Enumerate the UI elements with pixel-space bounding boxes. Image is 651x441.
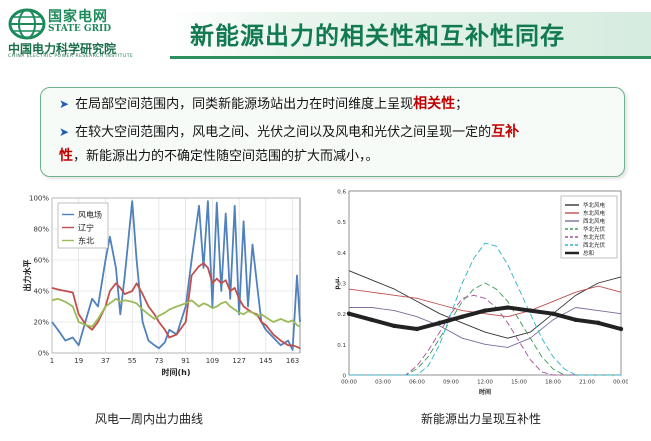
data-point — [573, 317, 578, 322]
x-tick-label: 00:00 — [613, 380, 628, 386]
legend-label: 总和 — [583, 249, 594, 257]
data-point — [550, 311, 556, 316]
y-tick-label: 20% — [33, 319, 49, 327]
caption-right: 新能源出力呈现互补性 — [421, 412, 542, 426]
legend-label: 辽宁 — [78, 222, 94, 232]
x-tick-label: 1 — [50, 357, 54, 365]
bullet-text: 在较大空间范围内，风电之间、光伏之间以及风电和光伏之间呈现一定的 — [75, 125, 492, 140]
data-point — [618, 326, 624, 332]
x-tick-label: 21:00 — [579, 380, 595, 386]
series-line — [348, 285, 622, 318]
y-tick-label: 100% — [29, 195, 49, 203]
x-tick-label: 00:00 — [341, 380, 357, 386]
series-line — [349, 307, 622, 348]
y-tick-label: 0.5 — [337, 220, 346, 226]
series-line — [51, 200, 301, 351]
y-axis-label: 出力水平 — [22, 260, 32, 292]
y-tick-label: 60% — [33, 257, 49, 265]
renewable-complementarity-chart: 0 0.1 0.2 0.3 0.4 0.5 0.6 00:00 03:00 06:00 09:00 1… — [334, 190, 628, 396]
x-tick-label: 15:00 — [511, 380, 527, 386]
series-line — [348, 270, 622, 339]
bullet-item-complementarity-cont: 性，新能源出力的不确定性随空间范围的扩大而减小，。 — [59, 144, 379, 169]
legend-label: 风电场 — [78, 209, 102, 219]
y-tick-label: 0.2 — [337, 312, 346, 318]
y-tick-label: 0.4 — [337, 251, 346, 257]
wind-weekly-output-chart: 0% 20% 40% 60% 80% 100% 1 19 37 55 73 91 109 127 145 16… — [22, 195, 301, 377]
x-tick-label: 109 — [206, 357, 219, 365]
bullet-text-end: ； — [455, 97, 469, 112]
x-tick-label: 91 — [181, 357, 190, 365]
x-tick-label: 06:00 — [409, 380, 425, 386]
data-point — [346, 311, 352, 316]
highlight-term: 相关性 — [413, 96, 456, 112]
data-point — [369, 317, 374, 322]
x-tick-label: 55 — [128, 357, 137, 365]
y-tick-label: 0.6 — [337, 190, 346, 196]
y-tick-label: 0.1 — [337, 343, 346, 349]
y-tick-label: 0.3 — [337, 282, 346, 288]
series-line — [349, 294, 621, 376]
data-point — [392, 323, 397, 329]
arrow-bullet-icon: ➤ — [59, 97, 70, 111]
bullet-text-end: ，新能源出力的不确定性随空间范围的扩大而减小，。 — [73, 149, 379, 164]
x-tick-label: 37 — [101, 357, 110, 365]
caption-left: 风电一周内出力曲线 — [95, 412, 204, 426]
org-name-cn: 国家电网 — [48, 9, 108, 25]
bullet-text: 在局部空间范围内，同类新能源场站出力在时间维度上呈现 — [75, 97, 414, 112]
y-tick-label: 80% — [33, 226, 49, 234]
series-line — [51, 297, 301, 328]
x-tick-label: 09:00 — [443, 380, 459, 386]
data-point — [482, 308, 488, 313]
x-tick-label: 19 — [74, 357, 83, 365]
y-tick-label: 0% — [38, 350, 49, 358]
highlight-term: 性 — [59, 148, 73, 164]
slide-title: 新能源出力的相关性和互补性同存 — [190, 22, 565, 50]
x-tick-label: 18:00 — [545, 380, 561, 386]
series-line — [349, 282, 621, 376]
institute-name-cn: 中国电力科学研究院 — [8, 42, 117, 56]
legend-label: 西北光伏 — [583, 241, 606, 249]
bullet-item-complementarity: ➤ 在较大空间范围内，风电之间、光伏之间以及风电和光伏之间呈现一定的互补 — [59, 120, 519, 145]
x-tick-label: 12:00 — [477, 380, 493, 386]
data-point — [437, 320, 442, 326]
data-point — [414, 326, 420, 332]
title-band — [170, 12, 651, 56]
bullet-box: ➤ 在局部空间范围内，同类新能源场站出力在时间维度上呈现相关性； ➤ 在较大空间范围… — [40, 87, 625, 177]
data-point — [596, 320, 601, 326]
legend-label: 东北 — [78, 235, 94, 245]
legend-box — [560, 195, 618, 259]
series-line — [349, 242, 621, 376]
x-tick-label: 127 — [232, 357, 245, 365]
title-divider — [170, 56, 651, 59]
data-point — [460, 314, 465, 319]
x-axis-label: 时间 — [479, 388, 491, 395]
legend-label: 西北风电 — [583, 217, 606, 225]
legend-label: 东北风电 — [583, 209, 606, 217]
highlight-term: 互补 — [491, 124, 520, 140]
legend-label: 华北光伏 — [583, 225, 606, 233]
bullet-item-correlation: ➤ 在局部空间范围内，同类新能源场站出力在时间维度上呈现相关性； — [59, 92, 468, 117]
data-point — [505, 305, 510, 310]
legend-label: 东北光伏 — [583, 233, 606, 241]
legend-label: 华北风电 — [583, 201, 606, 209]
y-tick-label: 0 — [343, 374, 347, 380]
x-tick-label: 145 — [259, 357, 272, 365]
arrow-bullet-icon: ➤ — [59, 125, 70, 139]
state-grid-logo-icon — [8, 8, 46, 40]
org-name-en: STATE GRID — [48, 24, 112, 34]
y-tick-label: 40% — [33, 288, 49, 296]
x-tick-label: 03:00 — [375, 380, 391, 386]
x-tick-label: 73 — [154, 357, 163, 365]
institute-name-en: CHINA ELECTRIC POWER RESEARCH INSTITUTE — [8, 54, 134, 59]
data-point — [528, 308, 533, 313]
slide-header: 国家电网 STATE GRID 中国电力科学研究院 CHINA ELECTRIC… — [0, 0, 651, 62]
x-tick-label: 163 — [286, 357, 299, 365]
y-axis-label: p.u. — [334, 276, 341, 289]
x-axis-label: 时间(h) — [161, 367, 190, 377]
